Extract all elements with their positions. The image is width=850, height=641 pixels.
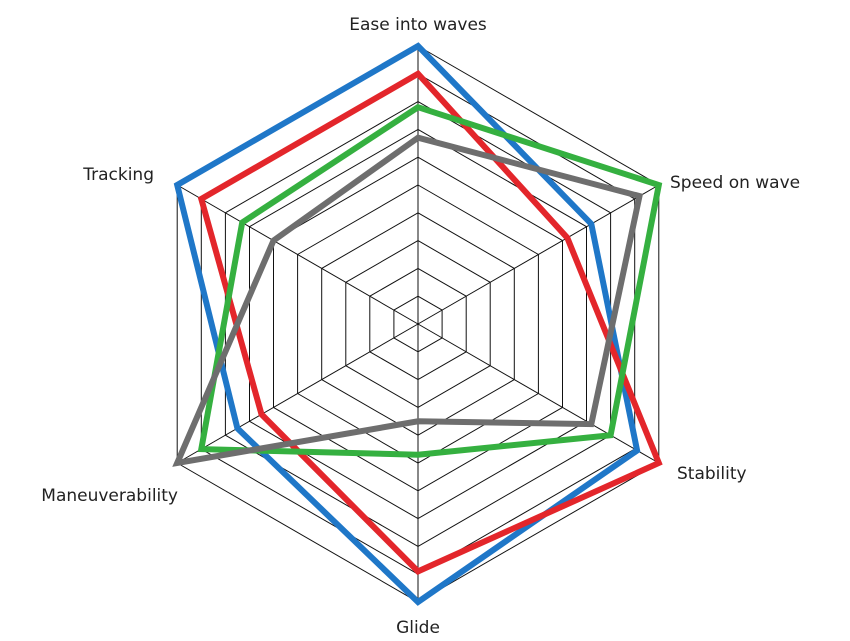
series-2-line: [197, 69, 663, 575]
axis-label-maneuverability: Maneuverability: [41, 486, 178, 506]
axis-label-stability: Stability: [677, 464, 747, 484]
spoke-maneuverability: [176, 323, 419, 464]
series-4-line: [172, 134, 644, 467]
axis-label-ease-into-waves: Ease into waves: [349, 15, 487, 35]
axis-label-tracking: Tracking: [82, 165, 154, 185]
series-3-line: [197, 103, 663, 458]
axis-label-speed-on-wave: Speed on wave: [670, 173, 800, 193]
spoke-stability: [417, 323, 660, 464]
spoke-speed-on-wave: [417, 184, 660, 325]
series-1-line: [173, 42, 641, 606]
axis-label-glide: Glide: [396, 618, 440, 638]
spoke-tracking: [176, 184, 419, 325]
series-layer: [172, 42, 663, 606]
radar-grid: [176, 45, 660, 603]
axis-labels: Ease into waves Speed on wave Stability …: [41, 15, 800, 638]
